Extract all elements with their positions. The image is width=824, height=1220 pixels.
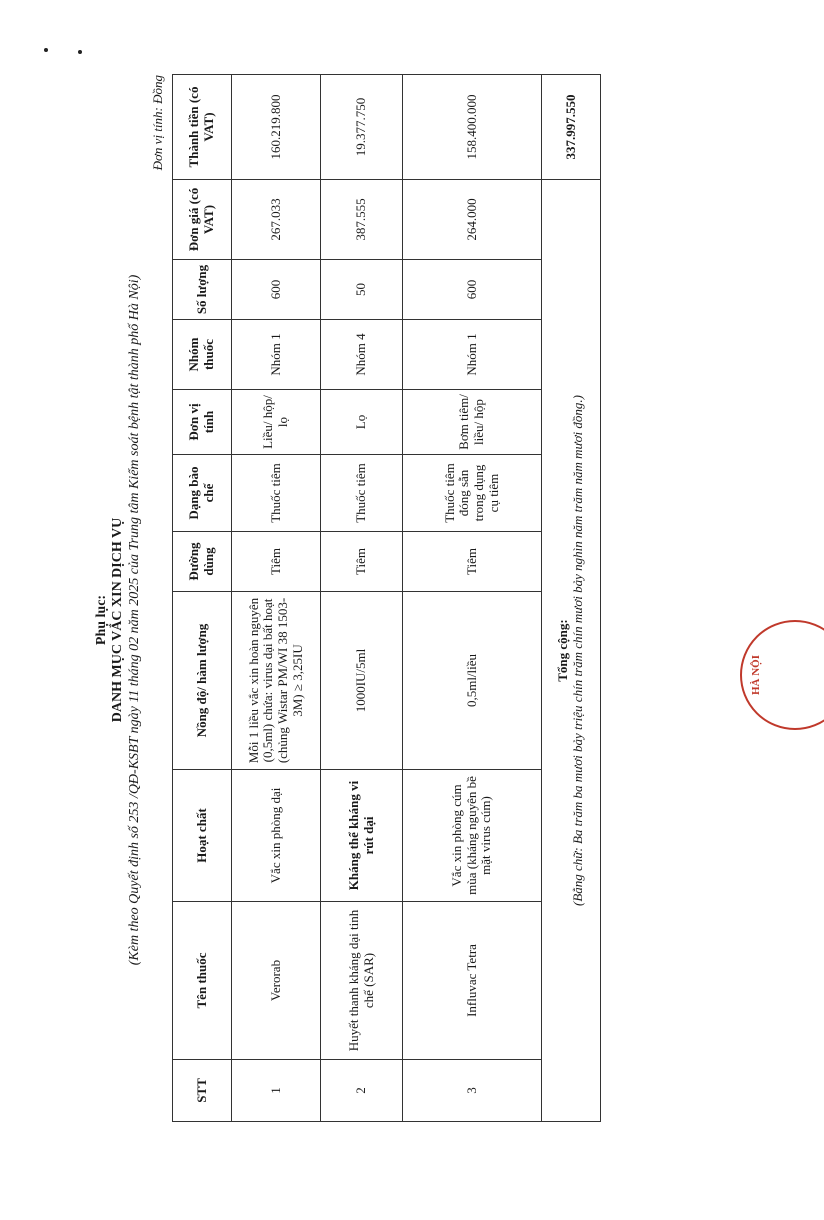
scan-speck	[78, 50, 82, 54]
column-header: STT	[172, 1059, 232, 1122]
cell: Lọ	[320, 389, 403, 455]
cell: Thuốc tiêm đóng sẵn trong dụng cụ tiêm	[402, 454, 542, 532]
total-value: 337.997.550	[541, 74, 601, 180]
cell: Nhóm 1	[402, 319, 542, 390]
cell: Tiêm	[402, 531, 542, 592]
stamp-text: HÀ NỘI	[750, 654, 762, 696]
scan-speck	[44, 48, 48, 52]
column-header: Nồng độ/ hàm lượng	[172, 591, 232, 770]
cell: 387.555	[320, 179, 403, 260]
table-row: 1 Verorab Vắc xin phòng dại Mỗi 1 liều v…	[231, 74, 321, 1122]
cell: 2	[320, 1059, 403, 1122]
official-stamp: HÀ NỘI	[740, 620, 824, 730]
cell: Influvac Tetra	[402, 901, 542, 1060]
cell: Thuốc tiêm	[320, 454, 403, 532]
cell: Tiêm	[231, 531, 321, 592]
cell: 50	[320, 259, 403, 320]
cell: Huyết thanh kháng dại tinh chế (SAR)	[320, 901, 403, 1060]
total-label: Tổng cộng:	[555, 619, 571, 682]
vaccine-table: STT Tên thuốc Hoạt chất Nồng độ/ hàm lượ…	[172, 74, 601, 1122]
cell: Nhóm 4	[320, 319, 403, 390]
cell: 19.377.750	[320, 74, 403, 180]
column-header: Đơn vị tính	[172, 389, 232, 455]
table-row: 3 Influvac Tetra Vắc xin phòng cúm mùa (…	[402, 74, 542, 1122]
cell: Liều/ hộp/ lọ	[231, 389, 321, 455]
total-label-cell: Tổng cộng: (Bằng chữ: Ba trăm ba mươi bả…	[541, 179, 601, 1122]
cell: Vắc xin phòng dại	[231, 769, 321, 902]
cell: Thuốc tiêm	[231, 454, 321, 532]
table-row: 2 Huyết thanh kháng dại tinh chế (SAR) K…	[320, 74, 403, 1122]
cell: Tiêm	[320, 531, 403, 592]
cell: 267.033	[231, 179, 321, 260]
cell: 158.400.000	[402, 74, 542, 180]
column-header: Tên thuốc	[172, 901, 232, 1060]
cell: Bơm tiêm/ liều/ hộp	[402, 389, 542, 455]
cell: 264.000	[402, 179, 542, 260]
total-in-words: (Bằng chữ: Ba trăm ba mươi bảy triệu chí…	[570, 395, 585, 906]
column-header: Đường dùng	[172, 531, 232, 592]
column-header: Số lượng	[172, 259, 232, 320]
cell: Mỗi 1 liều vắc xin hoàn nguyên (0,5ml) c…	[231, 591, 321, 770]
cell: Verorab	[231, 901, 321, 1060]
cell: 1	[231, 1059, 321, 1122]
cell: 600	[231, 259, 321, 320]
currency-unit: Đơn vị tính: Đồng	[150, 75, 165, 171]
column-header: Hoạt chất	[172, 769, 232, 902]
column-header: Dạng bào chế	[172, 454, 232, 532]
total-row: Tổng cộng: (Bằng chữ: Ba trăm ba mươi bả…	[541, 74, 601, 1122]
cell: 600	[402, 259, 542, 320]
column-header: Đơn giá (có VAT)	[172, 179, 232, 260]
cell: Nhóm 1	[231, 319, 321, 390]
appendix-label: Phụ lục:	[94, 594, 109, 646]
cell: 0,5ml/liều	[402, 591, 542, 770]
column-header: Thành tiền (có VAT)	[172, 74, 232, 180]
document-title: DANH MỤC VẮC XIN DỊCH VỤ	[110, 517, 125, 723]
cell: 3	[402, 1059, 542, 1122]
cell: 160.219.800	[231, 74, 321, 180]
cell: Kháng thể kháng vi rút dại	[320, 769, 403, 902]
document-subtitle: (Kèm theo Quyết định số 253 /QĐ-KSBT ngà…	[127, 274, 142, 966]
cell: 1000IU/5ml	[320, 591, 403, 770]
table-header-row: STT Tên thuốc Hoạt chất Nồng độ/ hàm lượ…	[172, 74, 232, 1122]
cell: Vắc xin phòng cúm mùa (kháng nguyên bề m…	[402, 769, 542, 902]
column-header: Nhóm thuốc	[172, 319, 232, 390]
